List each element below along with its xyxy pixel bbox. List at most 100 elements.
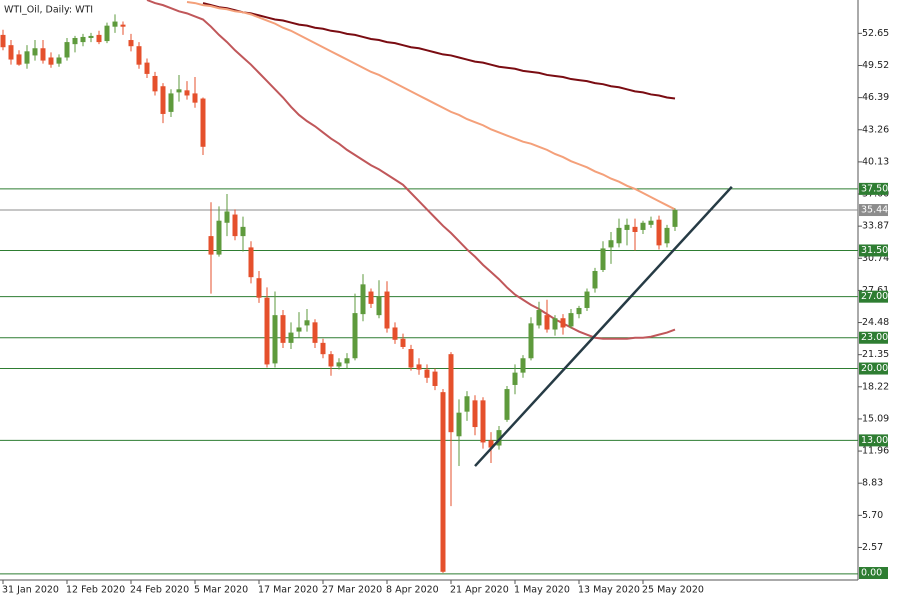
candle-body (664, 227, 670, 244)
moving-average (146, 0, 676, 340)
y-tick-label: 15.09 (862, 413, 889, 424)
level-label: 27.00 (861, 291, 888, 302)
candle-body (344, 358, 350, 364)
candle-body (72, 37, 78, 45)
x-tick-label: 31 Jan 2020 (2, 585, 59, 596)
y-tick-label: 21.35 (862, 349, 889, 360)
x-tick-label: 27 Mar 2020 (322, 585, 382, 596)
candle-body (608, 240, 614, 248)
candle-body (16, 54, 22, 65)
candle-body (64, 42, 70, 58)
y-tick-label: 52.65 (862, 28, 889, 39)
x-tick-label: 12 Feb 2020 (66, 585, 125, 596)
y-tick-label: 5.70 (862, 510, 883, 521)
candle-body (320, 342, 326, 355)
candle-body (208, 236, 214, 255)
candle-body (544, 315, 550, 330)
y-tick-label: 18.22 (862, 381, 889, 392)
level-label-box (859, 331, 888, 344)
candle-body (96, 34, 102, 43)
candle-body (672, 210, 678, 227)
candle-body (392, 327, 398, 340)
candle-body (488, 440, 494, 448)
candle-body (424, 369, 430, 378)
x-tick-label: 24 Feb 2020 (130, 585, 189, 596)
candle-body (296, 327, 302, 332)
level-label: 31.50 (861, 245, 888, 256)
chart-title: WTI_Oil, Daily: WTI (4, 5, 93, 16)
candle-body (440, 392, 446, 572)
y-tick-label: 27.61 (862, 285, 889, 296)
candle-body (304, 320, 310, 326)
candle-body (592, 271, 598, 289)
candle-body (112, 21, 118, 27)
candle-body (416, 364, 422, 370)
y-tick-label: 2.57 (862, 542, 883, 553)
candle-body (32, 48, 38, 56)
candle-body (472, 400, 478, 428)
candle-body (464, 396, 470, 412)
level-label: 20.00 (861, 363, 888, 374)
candle-body (656, 219, 662, 246)
level-label-box (859, 362, 888, 375)
y-tick-label: 24.48 (862, 317, 889, 328)
candle-body (360, 284, 366, 315)
candle-body (584, 291, 590, 308)
candle-body (216, 220, 222, 255)
candle-body (376, 296, 382, 316)
candle-body (456, 412, 462, 437)
candle-body (496, 430, 502, 446)
candle-body (648, 220, 654, 225)
candle-body (336, 362, 342, 367)
last-price-box (859, 204, 888, 217)
candle-body (192, 93, 198, 103)
level-label-box (859, 290, 888, 303)
moving-average (186, 1, 676, 211)
candle-body (240, 226, 246, 237)
candle-body (640, 222, 646, 230)
candle-body (200, 98, 206, 147)
candle-body (56, 57, 62, 64)
candle-body (176, 89, 182, 93)
last-price-label: 35.44 (861, 205, 888, 216)
candle-body (616, 227, 622, 244)
candle-body (384, 291, 390, 329)
candle-body (280, 315, 286, 343)
candle-body (568, 313, 574, 327)
candle-body (232, 214, 238, 237)
candle-body (560, 318, 566, 328)
level-label-box (859, 182, 888, 195)
y-tick-label: 30.74 (862, 253, 889, 264)
candle-body (224, 211, 230, 223)
y-tick-label: 49.52 (862, 60, 889, 71)
trendline (474, 185, 733, 467)
candle-body (400, 338, 406, 347)
candle-body (144, 62, 150, 74)
y-tick-label: 40.13 (862, 156, 889, 167)
candle-body (136, 46, 142, 65)
candle-body (256, 278, 262, 298)
candle-body (408, 349, 414, 368)
candle-body (576, 307, 582, 315)
x-tick-label: 5 Mar 2020 (194, 585, 248, 596)
x-tick-label: 21 Apr 2020 (450, 585, 509, 596)
candle-body (0, 34, 6, 48)
moving-average (202, 2, 676, 100)
candle-body (512, 372, 518, 385)
candle-body (480, 400, 486, 443)
level-label-box (859, 434, 888, 447)
candle-body (120, 24, 126, 27)
candle-body (264, 297, 270, 365)
y-tick-label: 8.83 (862, 478, 883, 489)
y-tick-label: 46.39 (862, 92, 889, 103)
candle-body (248, 247, 254, 278)
candle-body (272, 315, 278, 364)
candle-body (328, 354, 334, 367)
candle-body (552, 318, 558, 330)
candle-body (528, 323, 534, 359)
level-label-box (859, 244, 888, 257)
x-tick-label: 8 Apr 2020 (386, 585, 439, 596)
candle-body (536, 310, 542, 326)
